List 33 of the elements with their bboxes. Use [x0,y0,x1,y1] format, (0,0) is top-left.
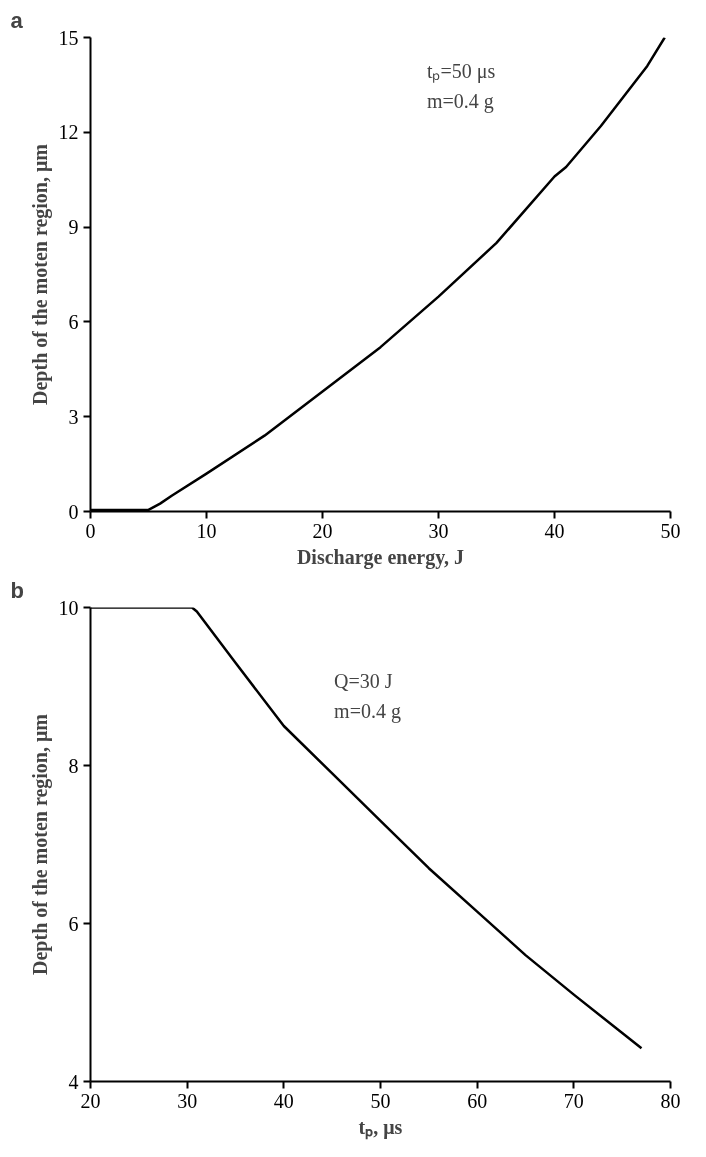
y-tick-label: 10 [58,596,79,619]
annotation: m=0.4 g [334,699,401,723]
x-tick-label: 40 [544,519,565,542]
y-tick-label: 8 [68,754,79,777]
chart-title: b [10,577,24,603]
y-axis-title: Depth of the moten region, μm [28,143,52,405]
x-axis-title: Discharge energy, J [296,545,465,569]
x-axis-title: tₚ, μs [358,1115,403,1140]
y-tick-label: 6 [68,310,79,333]
x-tick-label: 80 [660,1089,681,1112]
y-tick-label: 12 [58,121,79,144]
x-tick-label: 30 [428,519,449,542]
x-tick-label: 10 [196,519,217,542]
y-axis-title: Depth of the moten region, μm [28,713,52,975]
x-tick-label: 60 [467,1089,488,1112]
annotation: Q=30 J [334,669,393,692]
y-tick-label: 0 [68,500,79,523]
annotation: m=0.4 g [426,89,494,113]
x-tick-label: 70 [563,1089,584,1112]
x-tick-label: 20 [80,1089,101,1112]
x-tick-label: 50 [370,1089,391,1112]
y-tick-label: 3 [68,405,79,428]
x-tick-label: 20 [312,519,333,542]
x-tick-label: 50 [660,519,681,542]
y-tick-label: 4 [68,1070,79,1093]
x-tick-label: 0 [85,519,96,542]
y-tick-label: 15 [58,26,79,49]
y-tick-label: 6 [68,912,79,935]
x-tick-label: 40 [273,1089,294,1112]
x-tick-label: 30 [177,1089,198,1112]
y-tick-label: 9 [68,216,79,239]
annotation: tₚ=50 μs [426,59,496,83]
chart-title: a [10,7,24,33]
